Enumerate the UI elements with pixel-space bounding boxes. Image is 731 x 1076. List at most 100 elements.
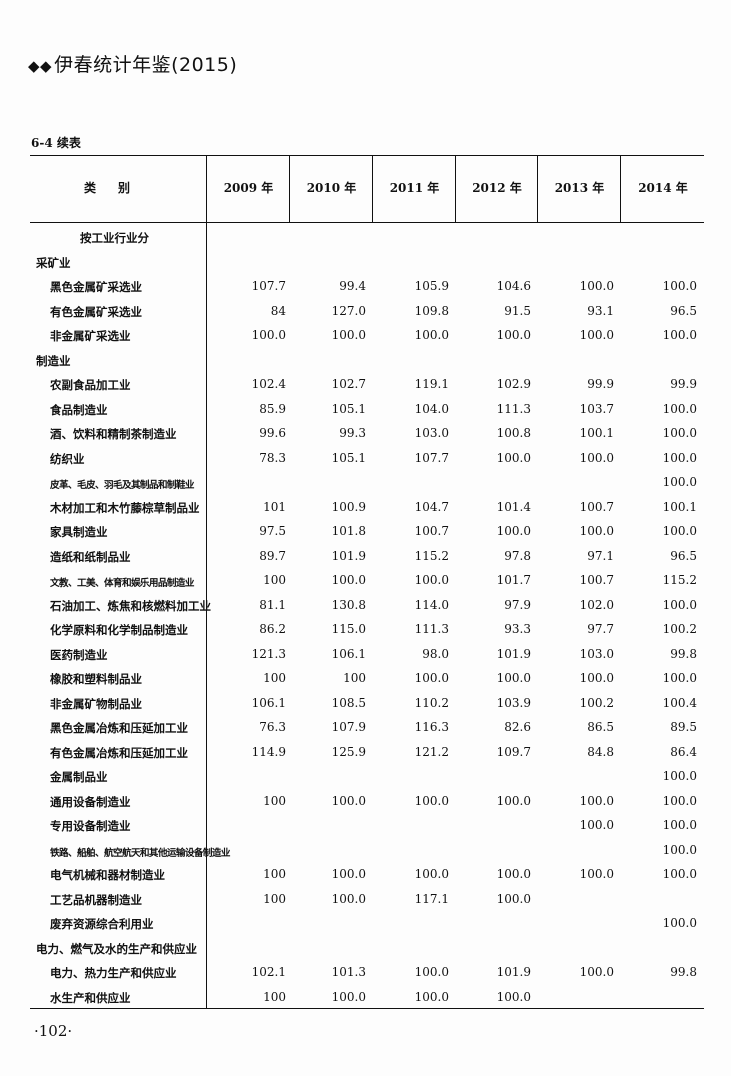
row-category: 金属制品业 — [50, 770, 108, 784]
cell-value: 115.2 — [662, 573, 697, 587]
cell-value: 78.3 — [259, 450, 286, 465]
table-row: 采矿业 — [30, 255, 704, 279]
cell-value: 100.0 — [579, 524, 614, 538]
cell-value: 100.0 — [662, 450, 697, 465]
running-header: ◆◆ 伊春统计年鉴(2015) — [28, 50, 237, 77]
cell-value: 97.7 — [587, 622, 614, 636]
cell-value: 86.2 — [259, 622, 286, 636]
cell-value: 100 — [263, 671, 286, 685]
cell-value: 110.2 — [414, 695, 449, 710]
row-category: 有色金属冶炼和压延加工业 — [50, 745, 188, 760]
cell-value: 100.0 — [579, 793, 614, 808]
table-row: 造纸和纸制品业 89.7 101.9 115.2 97.8 97.1 96.5 — [30, 549, 704, 573]
table-row: 食品制造业 85.9 105.1 104.0 111.3 103.7 100.0 — [30, 402, 704, 426]
cell-value: 99.8 — [670, 965, 697, 979]
table-row: 文教、工美、体育和娱乐用品制造业 100 100.0 100.0 101.7 100.7 1… — [30, 573, 704, 597]
table-row: 黑色金属冶炼和压延加工业 76.3 107.9 116.3 82.6 86.5 89.5 — [30, 720, 704, 744]
row-category: 有色金属矿采选业 — [50, 304, 142, 319]
cell-value: 111.3 — [414, 622, 449, 636]
row-category: 专用设备制造业 — [50, 819, 131, 833]
cell-value: 100.0 — [662, 426, 697, 440]
category-divider — [206, 222, 207, 1008]
cell-value: 100.4 — [662, 695, 697, 710]
cell-value: 100.0 — [331, 328, 366, 342]
cell-value: 100.0 — [662, 818, 697, 832]
cell-value: 99.4 — [339, 279, 366, 293]
table-row: 电气机械和器材制造业 100 100.0 100.0 100.0 100.0 100.0 — [30, 867, 704, 891]
cell-value: 100.0 — [662, 524, 697, 538]
row-category: 按工业行业分 — [80, 231, 149, 245]
cell-value: 100.1 — [579, 426, 614, 440]
cell-value: 99.8 — [670, 646, 697, 661]
table-row: 农副食品加工业 102.4 102.7 119.1 102.9 99.9 99.9 — [30, 377, 704, 401]
cell-value: 100.0 — [414, 671, 449, 685]
cell-value: 99.9 — [670, 377, 697, 391]
cell-value: 93.1 — [587, 303, 614, 318]
cell-value: 109.7 — [496, 744, 531, 759]
cell-value: 100 — [343, 671, 366, 685]
cell-value: 101 — [263, 499, 286, 514]
row-category: 石油加工、炼焦和核燃料加工业 — [50, 598, 211, 613]
cell-value: 97.1 — [587, 548, 614, 563]
cell-value: 108.5 — [331, 695, 366, 710]
cell-value: 99.9 — [587, 377, 614, 391]
table-row: 专用设备制造业 100.0 100.0 — [30, 818, 704, 842]
cell-value: 114.9 — [251, 744, 286, 759]
cell-value: 100.0 — [496, 671, 531, 685]
cell-value: 100.0 — [579, 965, 614, 979]
table-row: 化学原料和化学制品制造业 86.2 115.0 111.3 93.3 97.7 100.2 — [30, 622, 704, 646]
row-category: 化学原料和化学制品制造业 — [50, 623, 188, 637]
table-row: 铁路、船舶、航空航天和其他运输设备制造业 100.0 — [30, 843, 704, 867]
yearbook-title: 伊春统计年鉴(2015) — [54, 54, 238, 76]
cell-value: 100.1 — [662, 499, 697, 514]
cell-value: 106.1 — [251, 695, 286, 710]
cell-value: 91.5 — [504, 303, 531, 318]
cell-value: 101.9 — [331, 548, 366, 563]
column-header-year: 2011 年 — [372, 155, 456, 222]
cell-value: 117.1 — [414, 891, 449, 906]
table-row: 有色金属冶炼和压延加工业 114.9 125.9 121.2 109.7 84.8 86.4 — [30, 745, 704, 769]
cell-value: 130.8 — [331, 597, 366, 612]
table-row: 黑色金属矿采选业 107.7 99.4 105.9 104.6 100.0 100.0 — [30, 279, 704, 303]
cell-value: 103.9 — [496, 695, 531, 710]
cell-value: 100.0 — [579, 450, 614, 465]
row-category: 制造业 — [36, 353, 71, 368]
cell-value: 96.5 — [670, 548, 697, 563]
cell-value: 100.0 — [414, 573, 449, 587]
cell-value: 100.0 — [496, 793, 531, 808]
cell-value: 101.4 — [496, 499, 531, 514]
cell-value: 100.0 — [496, 891, 531, 906]
cell-value: 102.7 — [331, 377, 366, 391]
table-header-row: 类别 2009 年 2010 年 2011 年 2012 年 2013 年 2014 年 — [30, 155, 704, 223]
cell-value: 115.2 — [414, 548, 449, 563]
cell-value: 102.4 — [251, 377, 286, 391]
row-category: 造纸和纸制品业 — [50, 549, 131, 564]
table-row: 电力、燃气及水的生产和供应业 — [30, 941, 704, 965]
table-row: 工艺品机器制造业 100 100.0 117.1 100.0 — [30, 892, 704, 916]
cell-value: 105.1 — [331, 401, 366, 416]
cell-value: 100.0 — [496, 867, 531, 881]
cell-value: 100.0 — [662, 916, 697, 930]
table-row: 家具制造业 97.5 101.8 100.7 100.0 100.0 100.0 — [30, 524, 704, 548]
table-row: 通用设备制造业 100 100.0 100.0 100.0 100.0 100.0 — [30, 794, 704, 818]
cell-value: 101.3 — [331, 965, 366, 979]
cell-value: 100.0 — [496, 328, 531, 342]
table-row: 皮革、毛皮、羽毛及其制品和制鞋业 100.0 — [30, 475, 704, 499]
cell-value: 93.3 — [504, 622, 531, 636]
cell-value: 100.0 — [414, 989, 449, 1004]
cell-value: 100.8 — [496, 426, 531, 440]
cell-value: 102.0 — [579, 597, 614, 612]
row-category: 黑色金属冶炼和压延加工业 — [50, 721, 188, 735]
cell-value: 103.0 — [579, 646, 614, 661]
cell-value: 100.0 — [331, 793, 366, 808]
cell-value: 96.5 — [670, 303, 697, 318]
cell-value: 100.0 — [496, 989, 531, 1004]
row-category: 非金属矿物制品业 — [50, 696, 142, 711]
cell-value: 100.0 — [662, 401, 697, 416]
cell-value: 100.0 — [662, 597, 697, 612]
row-category: 皮革、毛皮、羽毛及其制品和制鞋业 — [50, 480, 195, 491]
cell-value: 81.1 — [259, 597, 286, 612]
cell-value: 99.6 — [259, 426, 286, 440]
table-row: 橡胶和塑料制品业 100 100 100.0 100.0 100.0 100.0 — [30, 671, 704, 695]
cell-value: 104.6 — [496, 279, 531, 293]
